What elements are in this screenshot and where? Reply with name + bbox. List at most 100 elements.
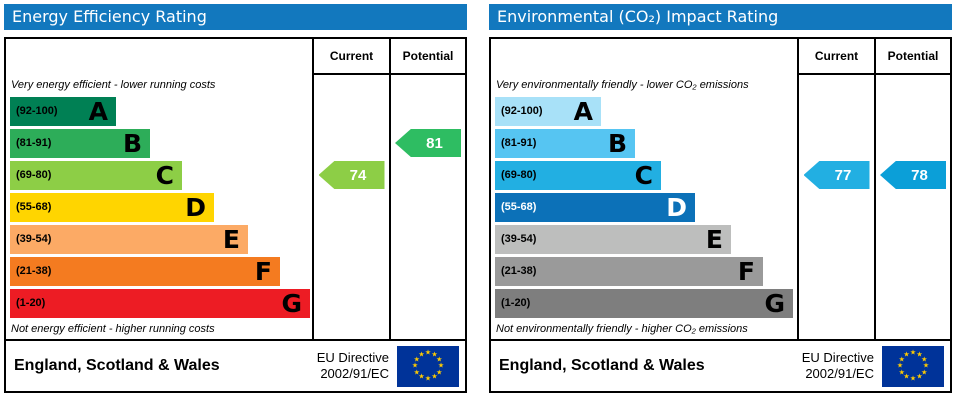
band-F: (21-38) F xyxy=(10,256,280,286)
band-row-D: (55-68) D xyxy=(6,191,312,223)
eu-flag-star: ★ xyxy=(916,351,923,359)
bottom-note: Not energy efficient - higher running co… xyxy=(11,323,215,335)
band-range: (92-100) xyxy=(16,105,58,117)
eu-flag-star: ★ xyxy=(898,369,905,376)
header-spacer xyxy=(6,39,312,75)
top-note: Very energy efficient - lower running co… xyxy=(11,79,216,91)
band-D: (55-68) D xyxy=(495,192,695,222)
current-column: 77 xyxy=(797,75,874,339)
band-row-E: (39-54) E xyxy=(491,223,797,255)
eu-flag-star: ★ xyxy=(909,349,917,357)
eu-flag-star: ★ xyxy=(916,373,923,381)
potential-column: 78 xyxy=(874,75,950,339)
eu-flag-star: ★ xyxy=(909,375,917,383)
band-C: (69-80) C xyxy=(10,160,182,190)
rating-scale: Very environmentally friendly - lower CO… xyxy=(491,75,797,339)
band-range: (55-68) xyxy=(16,201,52,213)
current-rating-arrow: 77 xyxy=(803,161,870,189)
rating-bands: (92-100) A (81-91) B (69-80) C (55-68) D (39-54)… xyxy=(491,95,797,319)
eu-flag-star: ★ xyxy=(431,351,438,359)
band-letter: G xyxy=(281,288,302,318)
band-letter: G xyxy=(764,288,785,318)
band-E: (39-54) E xyxy=(10,224,248,254)
band-row-D: (55-68) D xyxy=(491,191,797,223)
footer: England, Scotland & Wales EU Directive 2… xyxy=(491,339,950,391)
band-letter: C xyxy=(155,160,174,190)
band-B: (81-91) B xyxy=(10,128,150,158)
environmental-co2-impact-rating-chart: Environmental (CO₂) Impact Rating Curren… xyxy=(489,4,952,393)
current-rating-arrow: 74 xyxy=(318,161,385,189)
band-row-G: (1-20) G xyxy=(491,287,797,319)
eu-flag: ★ ★ ★ ★ ★ ★ ★ ★ ★ ★ ★ ★ xyxy=(397,345,459,387)
region-label: England, Scotland & Wales xyxy=(499,357,705,374)
band-letter: F xyxy=(254,256,272,286)
band-F: (21-38) F xyxy=(495,256,763,286)
band-letter: A xyxy=(573,96,593,126)
band-E: (39-54) E xyxy=(495,224,731,254)
band-row-B: (81-91) B xyxy=(6,127,312,159)
current-column: 74 xyxy=(312,75,389,339)
chart-title: Energy Efficiency Rating xyxy=(4,4,467,30)
band-D: (55-68) D xyxy=(10,192,214,222)
footer: England, Scotland & Wales EU Directive 2… xyxy=(6,339,465,391)
current-column-header: Current xyxy=(797,39,874,75)
potential-rating-arrow: 81 xyxy=(395,129,461,157)
band-row-B: (81-91) B xyxy=(491,127,797,159)
band-letter: B xyxy=(122,128,142,158)
eu-flag-star: ★ xyxy=(903,373,910,381)
eu-flag-star: ★ xyxy=(431,373,438,381)
current-column-header: Current xyxy=(312,39,389,75)
band-row-F: (21-38) F xyxy=(6,255,312,287)
eu-flag-star: ★ xyxy=(413,356,420,363)
eu-flag-star: ★ xyxy=(921,369,928,376)
band-range: (81-91) xyxy=(16,137,52,149)
band-letter: E xyxy=(705,224,723,254)
band-letter: D xyxy=(185,192,206,222)
eu-flag-star: ★ xyxy=(413,369,420,376)
band-row-G: (1-20) G xyxy=(6,287,312,319)
band-A: (92-100) A xyxy=(10,96,116,126)
band-C: (69-80) C xyxy=(495,160,661,190)
eu-directive-label: EU Directive 2002/91/EC xyxy=(802,350,874,383)
band-row-C: (69-80) C xyxy=(6,159,312,191)
bottom-note: Not environmentally friendly - higher CO… xyxy=(496,323,748,335)
eu-flag-star: ★ xyxy=(424,349,432,357)
band-range: (81-91) xyxy=(501,137,537,149)
eu-flag-star: ★ xyxy=(418,373,425,381)
band-range: (21-38) xyxy=(501,265,537,277)
eu-flag-star: ★ xyxy=(898,356,905,363)
energy-efficiency-rating-chart: Energy Efficiency Rating Current Potenti… xyxy=(4,4,467,393)
rating-scale: Very energy efficient - lower running co… xyxy=(6,75,312,339)
band-B: (81-91) B xyxy=(495,128,635,158)
band-letter: C xyxy=(634,160,653,190)
band-A: (92-100) A xyxy=(495,96,601,126)
potential-column: 81 xyxy=(389,75,465,339)
band-row-A: (92-100) A xyxy=(491,95,797,127)
header-spacer xyxy=(491,39,797,75)
band-letter: D xyxy=(666,192,687,222)
band-row-A: (92-100) A xyxy=(6,95,312,127)
band-letter: B xyxy=(607,128,627,158)
eu-directive-line1: EU Directive xyxy=(801,349,874,365)
band-G: (1-20) G xyxy=(495,288,793,318)
potential-rating-arrow: 78 xyxy=(880,161,946,189)
top-note: Very environmentally friendly - lower CO… xyxy=(496,79,749,91)
band-range: (69-80) xyxy=(501,169,537,181)
band-row-E: (39-54) E xyxy=(6,223,312,255)
eu-flag-star: ★ xyxy=(922,362,930,370)
eu-flag-star: ★ xyxy=(424,375,432,383)
band-range: (39-54) xyxy=(501,233,537,245)
chart-body: Current Potential Very energy efficient … xyxy=(4,37,467,393)
eu-flag-star: ★ xyxy=(437,362,445,370)
band-letter: E xyxy=(222,224,240,254)
potential-column-header: Potential xyxy=(874,39,950,75)
band-row-F: (21-38) F xyxy=(491,255,797,287)
eu-flag-star: ★ xyxy=(921,356,928,363)
eu-directive-label: EU Directive 2002/91/EC xyxy=(317,350,389,383)
band-range: (21-38) xyxy=(16,265,52,277)
eu-flag-star: ★ xyxy=(436,369,443,376)
band-range: (1-20) xyxy=(501,297,531,309)
band-range: (69-80) xyxy=(16,169,52,181)
eu-directive-line1: EU Directive xyxy=(316,349,389,365)
